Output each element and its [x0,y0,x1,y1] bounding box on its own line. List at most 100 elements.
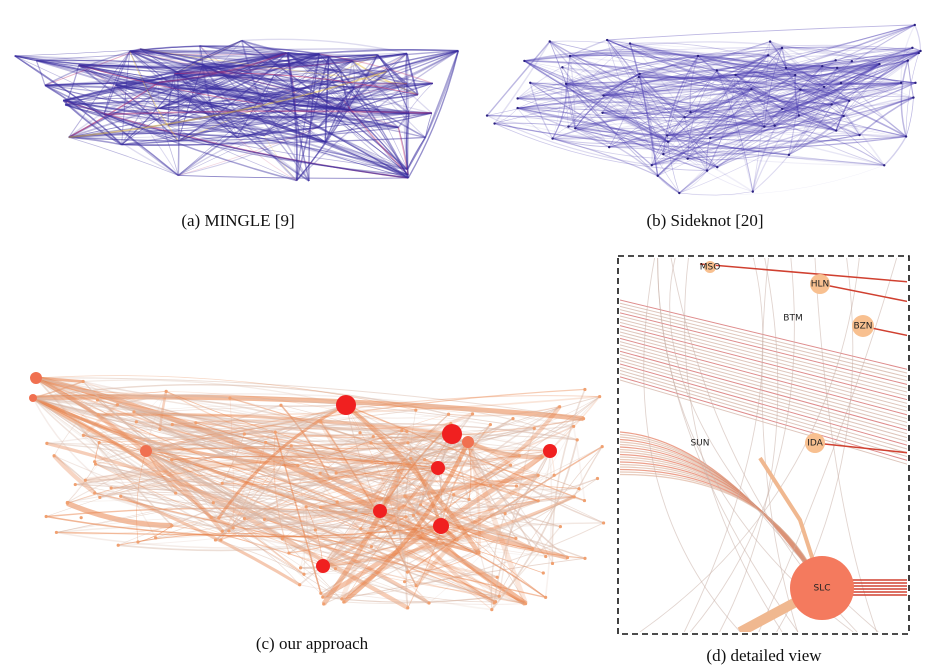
node [319,506,322,509]
node [537,499,540,502]
hub-node [462,436,474,448]
node [415,584,418,587]
node [397,469,400,472]
caption: (a) MINGLE [9] [181,211,294,230]
node [583,388,586,391]
node [559,525,562,528]
node [423,458,426,461]
node [785,67,787,69]
node [232,526,235,529]
node [354,509,357,512]
node [302,573,305,576]
node [835,129,837,131]
node [678,192,680,194]
node [116,403,119,406]
node [574,127,576,129]
node [752,190,754,192]
node [66,501,69,504]
node [750,88,752,90]
node [45,442,48,445]
node [165,390,168,393]
node [456,538,459,541]
node [419,503,422,506]
node [518,454,521,457]
node [402,463,405,466]
node [851,60,853,62]
node [514,537,517,540]
node [848,100,850,102]
node [493,122,495,124]
node [359,527,362,530]
node [583,499,586,502]
node [734,74,736,76]
node [321,596,324,599]
node [287,551,290,554]
node [97,413,100,416]
node [496,576,499,579]
node [358,431,361,434]
node [567,125,569,127]
node [773,124,775,126]
node [406,441,409,444]
node [918,52,920,54]
node [194,421,197,424]
node [370,460,373,463]
node [842,115,844,117]
node [158,428,161,431]
node [529,82,531,84]
node [551,137,553,139]
node [840,82,842,84]
node [397,507,400,510]
node [406,606,409,609]
node [602,521,605,524]
panel-c-drawing [29,372,605,611]
node [565,83,567,85]
panel-d-drawing: MSOHLNBTMBZNSUNIDASLC [620,258,910,632]
node [798,114,800,116]
node [686,157,688,159]
node [516,107,518,109]
node [422,534,425,537]
node [171,423,174,426]
node [836,67,838,69]
node [823,86,825,88]
node [400,429,403,432]
node [334,567,337,570]
node [907,59,909,61]
node [360,545,363,548]
node [799,88,801,90]
node [573,495,576,498]
node [274,431,277,434]
node [544,596,547,599]
node [414,408,417,411]
node [403,495,406,498]
node [406,571,409,574]
caption: (b) Sideknot [20] [646,211,763,230]
node [905,135,907,137]
node [447,413,450,416]
node [900,82,902,84]
node [96,398,99,401]
node [221,482,224,485]
edge [407,137,425,169]
node [98,496,101,499]
node [561,66,563,68]
hub-node [336,395,356,415]
node [912,96,914,98]
node [541,455,544,458]
node [919,50,921,52]
node [576,438,579,441]
node [549,40,551,42]
node [781,108,783,110]
node [217,516,220,519]
panel-a-drawing [15,39,459,181]
node [53,454,56,457]
node [219,538,222,541]
node [582,417,585,420]
node [858,134,860,136]
node [458,457,461,460]
node [606,39,608,41]
node [498,595,501,598]
node [657,175,659,177]
node [651,164,653,166]
